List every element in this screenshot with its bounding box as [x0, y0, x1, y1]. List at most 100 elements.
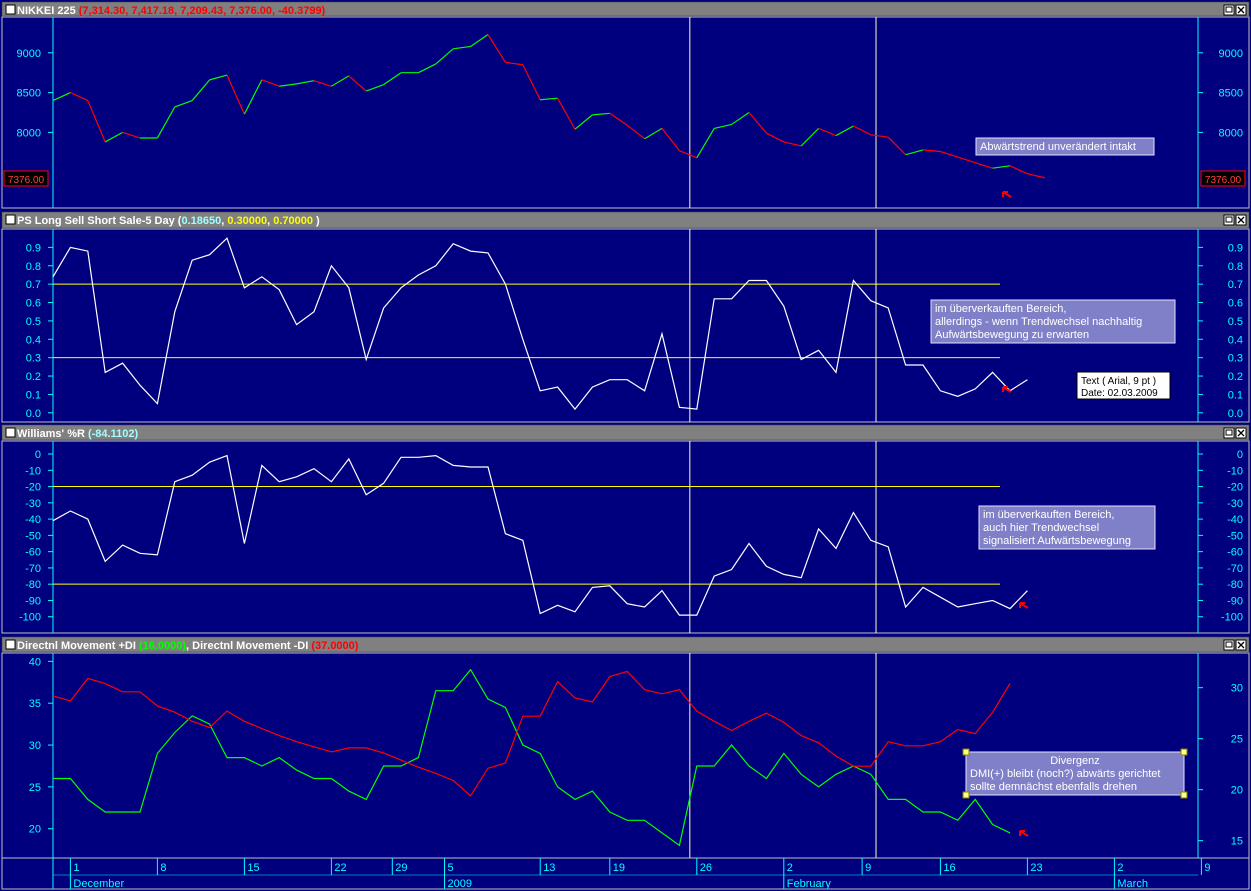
annotation-box[interactable] [965, 751, 1185, 796]
last-value-left: 7376.00 [8, 175, 45, 186]
y-tick-label-left: 8000 [17, 127, 41, 139]
x-month-label: 2009 [448, 878, 472, 890]
price-segment [905, 149, 924, 156]
price-segment [835, 125, 854, 137]
selection-handle[interactable] [962, 748, 970, 756]
selection-handle[interactable] [1180, 748, 1188, 756]
annotation-text: im überverkauften Bereich, [983, 509, 1114, 521]
maximize-icon[interactable] [1223, 214, 1235, 226]
title-value: 0.18650 [181, 215, 221, 227]
close-glyph [1237, 429, 1245, 437]
y-tick-label-right: 9000 [1219, 48, 1243, 60]
y-tick-label-right: -40 [1227, 514, 1243, 526]
annotation-box[interactable] [978, 505, 1156, 550]
y-tick-label-left: 8500 [17, 88, 41, 100]
price-segment [574, 114, 593, 130]
price-segment [922, 149, 941, 153]
panel-menu-icon[interactable] [5, 427, 16, 438]
x-axis-area [1, 857, 1250, 890]
title-label: NIKKEI 225 [17, 5, 79, 17]
y-tick-label-right: -50 [1227, 530, 1243, 542]
y-tick-label-left: 9000 [17, 48, 41, 60]
price-segment [418, 63, 437, 74]
last-value-box-left [3, 170, 49, 187]
price-segment [957, 156, 976, 164]
trend-arrow-icon [1002, 386, 1012, 393]
y-tick-label-right: -90 [1227, 595, 1243, 607]
panel-header [1, 424, 1250, 441]
price-segment [243, 79, 263, 115]
price-segment [470, 34, 489, 47]
panel-1: NIKKEI 225 (7,314.30, 7,417.18, 7,209.43… [1, 1, 1250, 209]
price-segment [122, 131, 141, 139]
y-tick-label-right: -70 [1227, 563, 1243, 575]
y-tick-label-left: -60 [25, 547, 41, 559]
y-tick-label-left: 0.8 [26, 261, 41, 273]
price-segment [487, 34, 506, 63]
trend-arrow-icon [1019, 602, 1029, 609]
panel-title: PS Long Sell Short Sale-5 Day (0.18650, … [17, 215, 320, 227]
price-segment [714, 123, 732, 130]
price-segment [174, 99, 193, 108]
annotation-text: auch hier Trendwechsel [983, 522, 1099, 534]
price-segment [87, 100, 106, 143]
close-glyph [1237, 6, 1245, 14]
panel-menu-icon[interactable] [5, 214, 16, 225]
selection-handle[interactable] [962, 791, 970, 799]
close-glyph [1237, 216, 1245, 224]
x-month-label: February [787, 878, 832, 890]
title2-label: Directnl Movement -DI [192, 640, 311, 652]
price-segment [383, 72, 402, 86]
y-tick-label-right: 8000 [1219, 127, 1243, 139]
y-tick-label-right: 0.1 [1228, 389, 1243, 401]
price-segment [226, 74, 245, 115]
plot-area [1, 16, 1250, 209]
title-value: 0.30000 [227, 215, 267, 227]
price-segment [104, 131, 123, 143]
y-tick-label-left: 0.1 [26, 389, 41, 401]
panel-header [1, 211, 1250, 229]
annotation-box[interactable] [930, 299, 1176, 344]
annotation-box[interactable] [975, 137, 1155, 156]
selection-handle[interactable] [1180, 791, 1188, 799]
y-tick-label-right: 25 [1231, 734, 1243, 746]
x-day-label: 19 [613, 862, 625, 874]
price-segment [522, 64, 541, 101]
y-tick-label-right: 0.0 [1228, 408, 1243, 420]
panel-menu-icon[interactable] [5, 4, 16, 15]
x-month-label: March [1117, 878, 1148, 890]
y-tick-label-right: 30 [1231, 683, 1243, 695]
price-segment [70, 92, 89, 102]
annotation-text: signalisiert Aufwärtsbewegung [983, 535, 1131, 547]
price-segment [592, 112, 610, 116]
y-tick-label-right: 0.3 [1228, 353, 1243, 365]
panel-menu-icon[interactable] [5, 639, 16, 650]
y-tick-label-left: -20 [25, 482, 41, 494]
y-tick-label-left: 30 [29, 740, 41, 752]
price-segment [365, 84, 384, 92]
price-segment [644, 127, 663, 140]
x-day-label: 2 [1117, 862, 1123, 874]
maximize-icon[interactable] [1223, 639, 1235, 651]
y-tick-label-left: 0.2 [26, 371, 41, 383]
x-day-label: 16 [943, 862, 955, 874]
text-info-line: Text ( Arial, 9 pt ) [1081, 376, 1156, 387]
y-tick-label-left: -80 [25, 579, 41, 591]
series-line-2 [52, 670, 1011, 797]
annotation-text: Aufwärtsbewegung zu erwarten [935, 329, 1089, 341]
last-value-right: 7376.00 [1205, 175, 1242, 186]
maximize-icon[interactable] [1223, 4, 1235, 16]
y-tick-label-right: -60 [1227, 547, 1243, 559]
maximize-icon[interactable] [1223, 427, 1235, 439]
y-tick-label-left: 0 [35, 449, 41, 461]
panel-title: Williams' %R (-84.1102) [17, 428, 138, 440]
last-value-box-right [1200, 170, 1246, 187]
x-day-label: 9 [865, 862, 871, 874]
x-day-label: 5 [448, 862, 454, 874]
close-glyph [1237, 641, 1245, 649]
y-tick-label-right: -30 [1227, 498, 1243, 510]
panel-title: Directnl Movement +DI (16.0000), Directn… [17, 640, 359, 652]
y-tick-label-left: -90 [25, 595, 41, 607]
y-tick-label-left: 0.4 [26, 334, 41, 346]
